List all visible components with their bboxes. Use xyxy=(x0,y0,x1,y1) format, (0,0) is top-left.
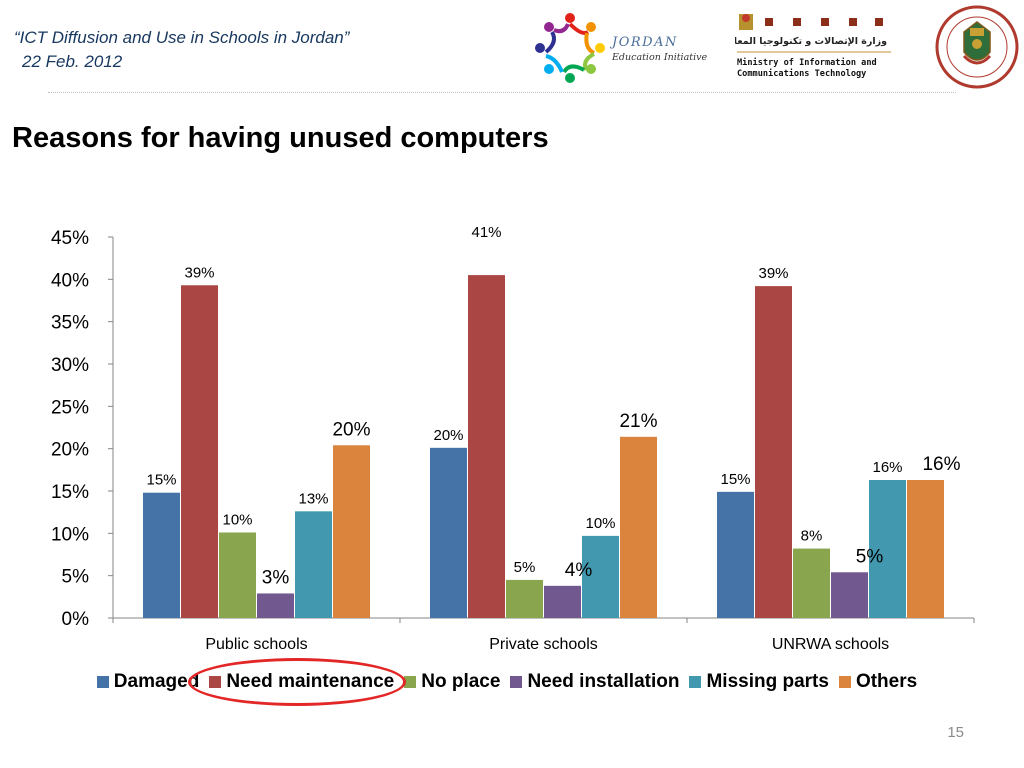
header-divider xyxy=(48,92,956,93)
bar-data-label: 20% xyxy=(433,427,463,444)
legend-swatch xyxy=(838,676,851,688)
logo-jordan-text: JORDAN xyxy=(609,35,678,50)
y-tick-label: 45% xyxy=(51,228,89,249)
legend-label: Missing parts xyxy=(706,671,829,692)
bar-damaged-private-schools xyxy=(430,447,467,618)
legend-label: Damaged xyxy=(113,671,200,692)
bar-data-label: 10% xyxy=(585,515,615,532)
bar-data-label: 15% xyxy=(720,471,750,488)
header-caption: “ICT Diffusion and Use in Schools in Jor… xyxy=(14,26,454,74)
bar-data-label: 41% xyxy=(471,224,501,241)
y-tick-label: 30% xyxy=(51,355,89,376)
ministry-of-education-seal-icon xyxy=(935,5,1019,89)
y-tick-label: 10% xyxy=(51,524,89,545)
y-tick-label: 15% xyxy=(51,482,89,503)
bar-damaged-unrwa-schools xyxy=(717,491,754,618)
bar-data-label: 5% xyxy=(514,559,536,576)
legend-item-others: Others xyxy=(838,671,918,693)
bar-missing-parts-unrwa-schools xyxy=(869,479,906,618)
legend-item-need-maintenance: Need maintenance xyxy=(209,671,394,693)
jordan-education-initiative-logo: JORDAN Education Initiative xyxy=(535,13,707,83)
legend-label: No place xyxy=(421,671,501,692)
bar-data-label: 13% xyxy=(298,490,328,507)
y-tick-label: 0% xyxy=(62,609,90,630)
bar-missing-parts-private-schools xyxy=(582,535,619,618)
category-labels: Public schools Private schools UNRWA schoo… xyxy=(205,636,889,653)
legend-label: Others xyxy=(855,671,918,692)
bar-others-private-schools xyxy=(620,436,657,618)
bar-data-label: 39% xyxy=(184,264,214,281)
y-tick-label: 35% xyxy=(51,313,89,334)
figures-wreath-icon xyxy=(535,13,605,83)
coat-of-arms-icon xyxy=(739,14,753,30)
legend-item-missing-parts: Missing parts xyxy=(689,671,829,693)
bars xyxy=(143,275,944,618)
legend-item-damaged: Damaged xyxy=(96,671,200,693)
y-tick-label: 25% xyxy=(51,397,89,418)
x-category-label: Private schools xyxy=(489,636,598,653)
page-number: 15 xyxy=(947,724,964,741)
decorative-squares-icon xyxy=(765,18,883,26)
legend-swatch xyxy=(96,676,109,688)
bar-data-label: 39% xyxy=(758,265,788,282)
logo-initiative-text: Education Initiative xyxy=(611,52,707,63)
y-tick-label: 20% xyxy=(51,440,89,461)
bar-need-installation-unrwa-schools xyxy=(831,572,868,618)
bar-data-label: 8% xyxy=(801,528,823,545)
bar-no-place-public-schools xyxy=(219,532,256,618)
bar-need-installation-public-schools xyxy=(257,593,294,618)
y-tick-label: 5% xyxy=(62,567,90,588)
chart-legend: Damaged Need maintenance No place Need inst… xyxy=(0,669,1024,695)
slide-title: Reasons for having unused computers xyxy=(12,122,549,154)
caption-date: 22 Feb. 2012 xyxy=(22,52,123,71)
x-category-label: Public schools xyxy=(205,636,307,653)
bar-data-label: 3% xyxy=(262,567,290,588)
ministry-english-line1: Ministry of Information and xyxy=(737,57,877,68)
bar-no-place-private-schools xyxy=(506,579,543,618)
bar-need-maintenance-public-schools xyxy=(181,285,218,618)
bar-others-public-schools xyxy=(333,445,370,618)
bar-data-label: 4% xyxy=(565,560,593,581)
legend-label: Need installation xyxy=(527,671,680,692)
legend-swatch xyxy=(209,676,222,688)
legend-label: Need maintenance xyxy=(226,671,395,692)
bar-data-label: 16% xyxy=(922,454,960,475)
bar-data-label: 5% xyxy=(856,546,884,567)
bar-need-maintenance-unrwa-schools xyxy=(755,286,792,618)
bar-need-installation-private-schools xyxy=(544,585,581,618)
bar-no-place-unrwa-schools xyxy=(793,548,830,618)
bar-damaged-public-schools xyxy=(143,492,180,618)
bar-data-label: 21% xyxy=(619,411,657,432)
legend-swatch xyxy=(689,676,702,688)
bar-data-label: 10% xyxy=(222,511,252,528)
x-axis xyxy=(112,617,975,623)
y-axis: 0% 5% 10% 15% 20% 25% 30% 35% 40% 45% xyxy=(51,228,114,630)
bar-need-maintenance-private-schools xyxy=(468,275,505,618)
y-tick-label: 40% xyxy=(51,270,89,291)
legend-item-need-installation: Need installation xyxy=(510,671,679,693)
bar-data-label: 16% xyxy=(872,459,902,476)
ministry-arabic-name: وزارة الإتصالات و تكنولوجيا المعلومات xyxy=(735,36,887,47)
legend-swatch xyxy=(404,676,417,688)
bar-others-unrwa-schools xyxy=(907,479,944,618)
bar-labels: 15% 39% 10% 3% 13% 20% 20% 41% 5% 4% 10% 21% 15% 39% 8… xyxy=(146,224,960,588)
legend-item-no-place: No place xyxy=(404,671,500,693)
ministry-ict-logo: وزارة الإتصالات و تكنولوجيا المعلومات Mi… xyxy=(735,14,891,79)
legend-swatch xyxy=(510,676,523,688)
bar-data-label: 15% xyxy=(146,472,176,489)
bar-data-label: 20% xyxy=(332,419,370,440)
ministry-english-line2: Communications Technology xyxy=(737,68,866,79)
x-category-label: UNRWA schools xyxy=(772,636,889,653)
bar-missing-parts-public-schools xyxy=(295,511,332,618)
caption-title: “ICT Diffusion and Use in Schools in Jor… xyxy=(14,28,350,47)
